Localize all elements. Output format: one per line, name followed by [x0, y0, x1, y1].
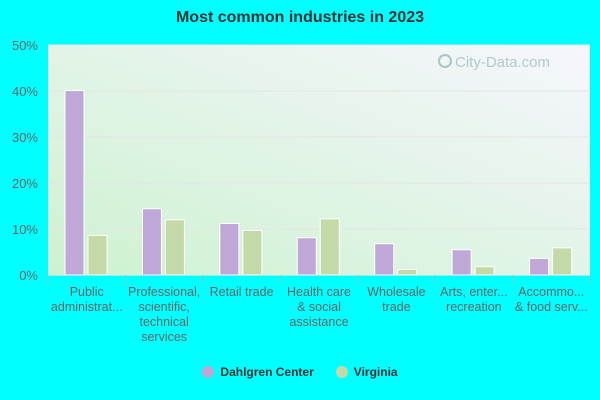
x-tick-label: services — [141, 330, 187, 344]
bar-virginia — [397, 268, 418, 276]
y-tick-label: 50% — [12, 38, 38, 53]
y-tick-label: 0% — [19, 268, 38, 283]
y-tick-label: 20% — [12, 176, 38, 191]
bar-dahlgren-center — [141, 208, 162, 276]
x-tick-label: Health care — [287, 285, 351, 299]
bar-virginia — [242, 229, 263, 276]
bar-chart: 0% 10% 20% 30% 40% 50% City-Data.com Publicad… — [12, 38, 591, 344]
x-tick-label: Retail trade — [210, 285, 274, 299]
x-tick-label: trade — [382, 300, 411, 314]
legend-swatch — [335, 366, 348, 378]
y-tick-label: 10% — [12, 222, 38, 237]
x-tick-label: scientific, — [138, 300, 189, 314]
x-tick-label: & social — [297, 300, 341, 314]
bar-virginia — [319, 218, 340, 276]
svg-text:City-Data.com: City-Data.com — [455, 54, 550, 71]
legend: Dahlgren Center Virginia — [0, 365, 600, 379]
x-tick-label: Accommo... — [518, 285, 584, 299]
legend-label: Dahlgren Center — [220, 365, 314, 379]
legend-label: Virginia — [353, 365, 398, 379]
bar-dahlgren-center — [64, 90, 85, 276]
legend-swatch — [202, 366, 215, 378]
bar-dahlgren-center — [529, 257, 550, 276]
x-tick-label: administrat... — [51, 300, 123, 314]
y-tick-label: 40% — [12, 84, 38, 99]
bar-dahlgren-center — [451, 249, 472, 276]
x-tick-label: & food serv... — [515, 300, 588, 314]
legend-item: Virginia — [335, 365, 398, 379]
watermark: City-Data.com — [438, 54, 550, 71]
chart-title: Most common industries in 2023 — [175, 9, 425, 26]
bar-dahlgren-center — [296, 237, 317, 276]
bar-virginia — [87, 234, 108, 276]
plot-area — [48, 45, 590, 275]
bar-virginia — [164, 219, 185, 276]
x-tick-label: recreation — [446, 300, 502, 314]
x-tick-label: Arts, enter... — [440, 285, 507, 299]
bar-dahlgren-center — [219, 222, 240, 276]
y-tick-label: 30% — [12, 130, 38, 145]
x-tick-label: Professional, — [128, 285, 200, 299]
bar-virginia — [474, 266, 495, 276]
legend-item: Dahlgren Center — [202, 365, 314, 379]
x-tick-label: technical — [139, 315, 188, 329]
x-tick-label: Public — [70, 285, 104, 299]
bar-dahlgren-center — [374, 243, 395, 276]
x-tick-label: Wholesale — [367, 285, 425, 299]
x-tick-label: assistance — [289, 315, 348, 329]
bar-virginia — [552, 247, 573, 276]
